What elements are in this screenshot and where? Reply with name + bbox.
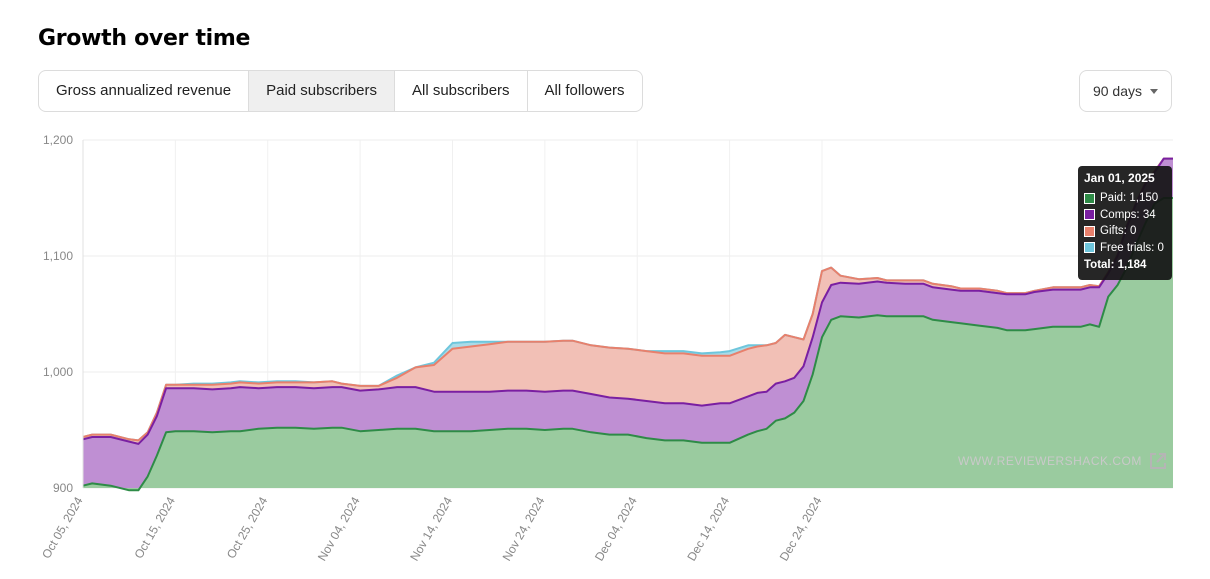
caret-down-icon bbox=[1150, 88, 1159, 94]
y-tick-label: 900 bbox=[53, 481, 73, 495]
tooltip-row-gifts: Gifts: 0 bbox=[1084, 223, 1166, 240]
legend-swatch-paid bbox=[1084, 192, 1095, 204]
y-tick-label: 1,100 bbox=[43, 249, 73, 263]
line-comps bbox=[82, 157, 1173, 445]
tooltip-label-comps: Comps: 34 bbox=[1100, 208, 1156, 221]
external-link-icon[interactable] bbox=[1148, 451, 1168, 471]
tooltip-total: Total: 1,184 bbox=[1084, 259, 1147, 271]
x-tick-label: Dec 24, 2024 bbox=[777, 494, 825, 563]
area-paid bbox=[83, 198, 1173, 491]
tooltip-label-gifts: Gifts: 0 bbox=[1100, 225, 1137, 238]
range-dropdown[interactable]: 90 days bbox=[1079, 70, 1172, 112]
x-tick-label: Nov 14, 2024 bbox=[407, 494, 455, 563]
tooltip-row-paid: Paid: 1,150 bbox=[1084, 190, 1166, 207]
tab-paid-subscribers[interactable]: Paid subscribers bbox=[249, 71, 395, 111]
tooltip-date: Jan 01, 2025 bbox=[1084, 171, 1155, 185]
tab-gross-annualized-revenue[interactable]: Gross annualized revenue bbox=[39, 71, 250, 111]
watermark-text: WWW.REVIEWERSHACK.COM bbox=[958, 454, 1142, 468]
legend-swatch-comps bbox=[1084, 209, 1095, 221]
y-tick-label: 1,000 bbox=[43, 365, 73, 379]
tab-all-followers[interactable]: All followers bbox=[544, 82, 625, 99]
page-title: Growth over time bbox=[38, 26, 251, 51]
chart-tooltip: Jan 01, 2025 Paid: 1,150 Comps: 34 Gifts… bbox=[1078, 166, 1172, 280]
chart-areas bbox=[83, 158, 1173, 491]
metric-tabs: Gross annualized revenue Paid subscriber… bbox=[38, 70, 643, 112]
tooltip-row-free-trials: Free trials: 0 bbox=[1084, 240, 1166, 257]
x-tick-label: Nov 24, 2024 bbox=[500, 494, 548, 563]
tab-all-subscribers[interactable]: All subscribers bbox=[395, 71, 528, 111]
tooltip-row-comps: Comps: 34 bbox=[1084, 207, 1166, 224]
watermark: WWW.REVIEWERSHACK.COM bbox=[958, 451, 1168, 471]
x-tick-label: Dec 04, 2024 bbox=[592, 494, 640, 563]
line-paid bbox=[82, 197, 1173, 492]
x-tick-label: Dec 14, 2024 bbox=[684, 494, 732, 563]
y-axis: 900 1,000 1,100 1,200 bbox=[43, 133, 84, 495]
x-axis: Oct 05, 2024 Oct 15, 2024 Oct 25, 2024 Nov … bbox=[39, 494, 825, 563]
x-tick-label: Oct 25, 2024 bbox=[224, 494, 271, 561]
tooltip-label-paid: Paid: 1,150 bbox=[1100, 192, 1159, 205]
chart-lines bbox=[82, 157, 1173, 492]
y-tick-label: 1,200 bbox=[43, 133, 73, 147]
x-tick-label: Oct 05, 2024 bbox=[39, 494, 86, 561]
tooltip-label-free-trials: Free trials: 0 bbox=[1100, 241, 1164, 254]
legend-swatch-free-trials bbox=[1084, 242, 1095, 254]
growth-chart: 900 1,000 1,100 1,200 Oct 05, 2024 Oct 15, 2… bbox=[39, 133, 1173, 563]
x-tick-label: Oct 15, 2024 bbox=[131, 494, 178, 561]
line-gifts bbox=[82, 157, 1173, 442]
legend-swatch-gifts bbox=[1084, 225, 1095, 237]
x-tick-label: Nov 04, 2024 bbox=[315, 494, 363, 563]
range-dropdown-label: 90 days bbox=[1092, 83, 1143, 99]
